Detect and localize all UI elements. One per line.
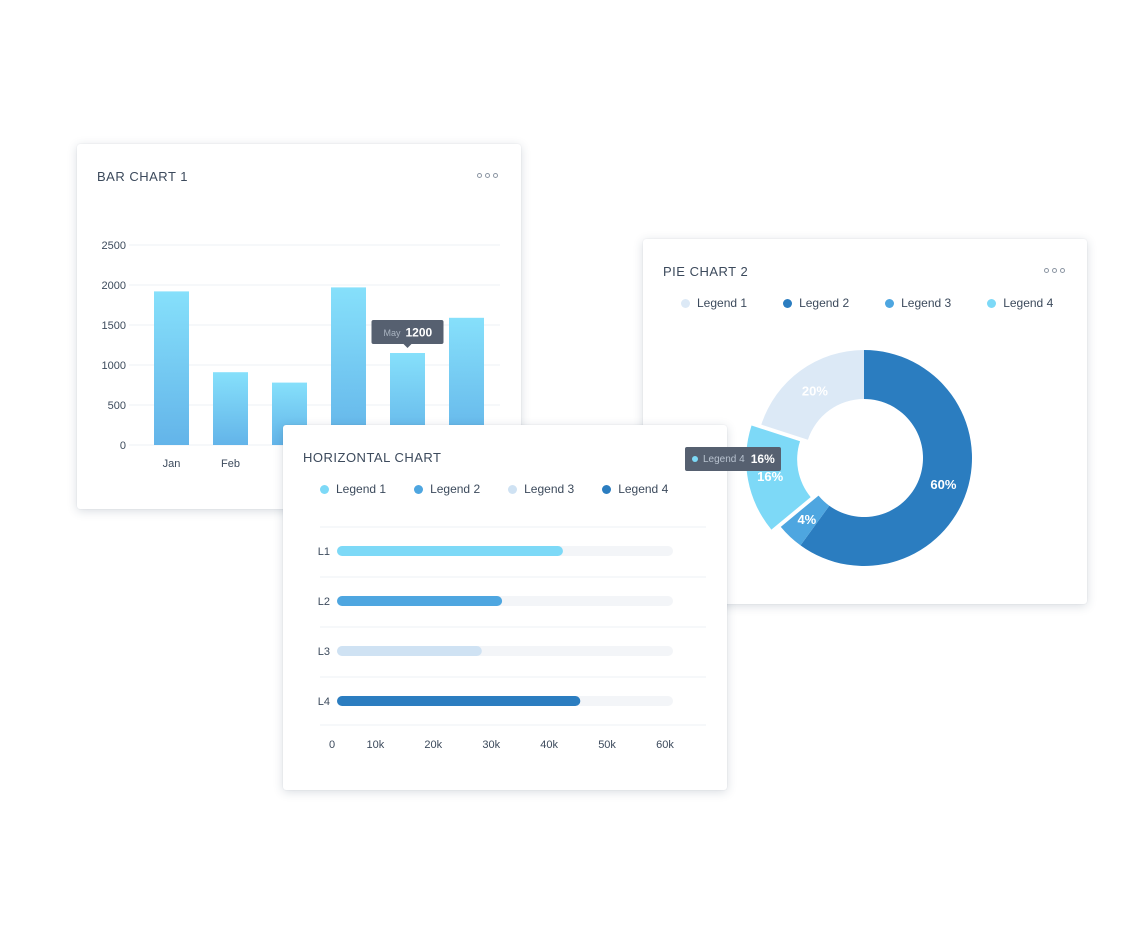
legend-dot xyxy=(320,484,329,494)
legend-label: Legend 1 xyxy=(336,482,387,496)
bar-tooltip: May 1200 xyxy=(371,320,444,348)
x-tick-label: 30k xyxy=(482,739,500,751)
legend-item[interactable]: Legend 2 xyxy=(414,482,480,496)
horizontal-chart-title: HORIZONTAL CHART xyxy=(303,450,442,465)
horizontal-chart-card: HORIZONTAL CHART Legend 1 Legend 2 Legend … xyxy=(283,425,727,790)
legend-label: Legend 4 xyxy=(618,482,669,496)
x-tick-label: Jan xyxy=(163,458,181,470)
legend-label: Legend 4 xyxy=(1003,296,1054,310)
tooltip-label: May xyxy=(384,328,402,338)
legend-item[interactable]: Legend 3 xyxy=(885,296,951,310)
legend-dot xyxy=(602,484,612,494)
x-tick-label: 0 xyxy=(329,739,335,751)
legend-label: Legend 2 xyxy=(430,482,481,496)
x-tick-label: 60k xyxy=(656,739,674,751)
bar-apr[interactable] xyxy=(331,287,366,445)
legend-item[interactable]: Legend 3 xyxy=(508,482,574,496)
bar-l2[interactable] xyxy=(337,596,503,606)
y-category-label: L1 xyxy=(318,546,330,558)
legend-item[interactable]: Legend 1 xyxy=(681,296,747,310)
tooltip-box xyxy=(371,320,444,344)
tooltip-label: Legend 4 xyxy=(703,453,745,465)
y-tick-label: 500 xyxy=(108,400,126,412)
tooltip-value: 16% xyxy=(750,452,775,466)
legend-dot xyxy=(987,298,997,308)
legend-dot xyxy=(414,484,424,494)
tooltip-arrow xyxy=(403,344,412,348)
legend-item[interactable]: Legend 4 xyxy=(602,482,668,496)
y-tick-label: 1000 xyxy=(102,360,126,372)
legend-item[interactable]: Legend 2 xyxy=(783,296,849,310)
legend-dot xyxy=(508,484,518,494)
x-tick-label: 50k xyxy=(598,739,616,751)
bar-jun[interactable] xyxy=(449,317,484,445)
pie-legend: Legend 1 Legend 2 Legend 3 Legend 4 xyxy=(681,296,1053,310)
bar-chart-title: BAR CHART 1 xyxy=(97,169,188,184)
tooltip-dot xyxy=(692,456,698,462)
y-tick-label: 1500 xyxy=(102,320,126,332)
bar-jan[interactable] xyxy=(154,291,189,445)
horizontal-legend: Legend 1 Legend 2 Legend 3 Legend 4 xyxy=(320,482,668,496)
legend-dot xyxy=(681,298,690,308)
x-tick-label: 10k xyxy=(366,739,384,751)
bar-feb[interactable] xyxy=(213,372,248,445)
y-tick-label: 0 xyxy=(120,440,126,452)
legend-label: Legend 2 xyxy=(799,296,850,310)
more-icon[interactable] xyxy=(1044,268,1065,273)
y-category-label: L4 xyxy=(318,696,330,708)
pie-chart-title: PIE CHART 2 xyxy=(663,264,749,279)
tooltip-value: 1200 xyxy=(406,326,433,340)
legend-label: Legend 3 xyxy=(901,296,952,310)
x-tick-label: 20k xyxy=(424,739,442,751)
x-tick-label: Feb xyxy=(221,458,240,470)
legend-dot xyxy=(885,298,895,308)
y-category-label: L2 xyxy=(318,596,330,608)
x-tick-label: 40k xyxy=(540,739,558,751)
y-tick-label: 2000 xyxy=(102,280,126,292)
legend-dot xyxy=(783,298,793,308)
legend-label: Legend 1 xyxy=(697,296,748,310)
y-category-label: L3 xyxy=(318,646,330,658)
legend-item[interactable]: Legend 1 xyxy=(320,482,386,496)
pie-tooltip: Legend 4 16% xyxy=(685,447,781,471)
bar-l4[interactable] xyxy=(337,696,581,706)
legend-label: Legend 3 xyxy=(524,482,575,496)
horizontal-chart-plot: L1 L2 L3 L4 0 10k 20k 30k 40k 50k 60k xyxy=(318,526,706,751)
y-tick-label: 2500 xyxy=(102,240,126,252)
bar-l3[interactable] xyxy=(337,646,482,656)
legend-item[interactable]: Legend 4 xyxy=(987,296,1053,310)
more-icon[interactable] xyxy=(477,173,498,178)
bar-l1[interactable] xyxy=(337,546,563,556)
